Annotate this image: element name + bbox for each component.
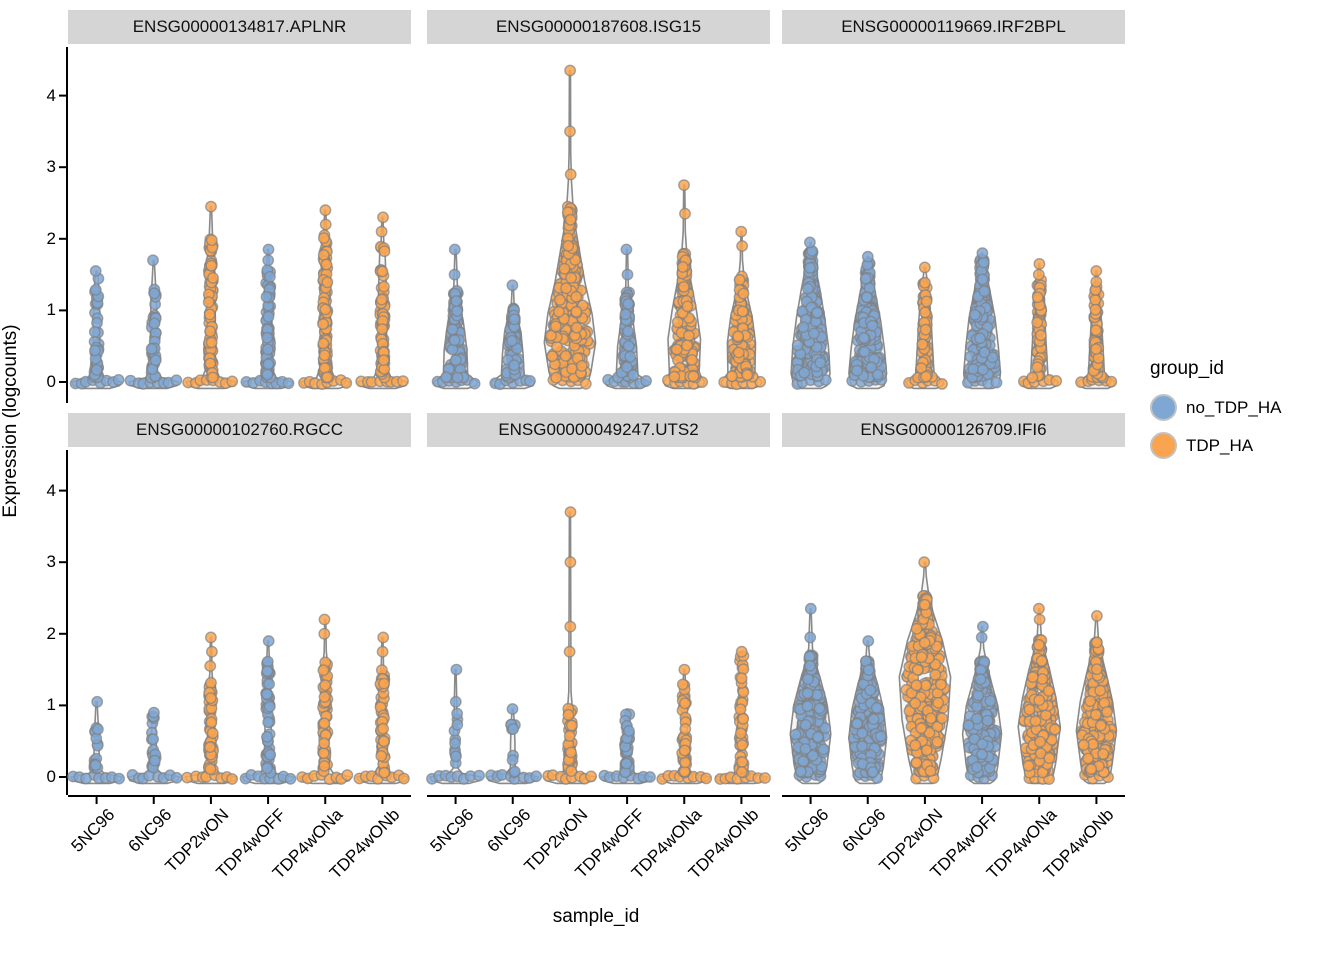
violin-TDP4wONb — [1075, 610, 1118, 785]
violin-6NC96 — [124, 254, 183, 390]
x-axis-title: sample_id — [552, 906, 640, 927]
violin-5NC96 — [69, 265, 125, 390]
y-tick-label: 2 — [46, 228, 56, 248]
violin-TDP4wONa — [298, 204, 353, 390]
y-axis-title: Expression (logcounts) — [0, 324, 21, 518]
legend-label: TDP_HA — [1186, 435, 1254, 455]
violin-6NC96 — [848, 635, 888, 785]
legend-item: TDP_HA — [1150, 432, 1340, 459]
violin-TDP4wONa — [1017, 602, 1062, 785]
violin-5NC96 — [789, 602, 832, 785]
y-tick-label: 4 — [46, 480, 56, 500]
y-tick-label: 2 — [46, 623, 56, 643]
facet-title: ENSG00000049247.UTS2 — [498, 420, 699, 439]
violin-TDP4wOFF — [602, 243, 652, 390]
violin-TDP4wONa — [662, 179, 708, 390]
violin-TDP4wONa — [296, 613, 354, 786]
violin-TDP4wONb — [718, 225, 767, 391]
facet-title: ENSG00000102760.RGCC — [136, 420, 343, 439]
y-tick-label: 0 — [46, 372, 56, 391]
facet-title: ENSG00000126709.IFI6 — [860, 420, 1047, 439]
facet-title: ENSG00000119669.IRF2BPL — [841, 17, 1066, 36]
facet-strip: ENSG00000119669.IRF2BPL — [782, 10, 1125, 44]
facet-strip: ENSG00000134817.APLNR — [68, 10, 411, 44]
violin-6NC96 — [126, 706, 183, 785]
legend-items: no_TDP_HA TDP_HA — [1150, 394, 1340, 459]
legend: group_id no_TDP_HA TDP_HA — [1150, 358, 1340, 470]
y-tick-label: 1 — [46, 300, 56, 320]
violin-TDP4wOFF — [240, 243, 295, 390]
violin-TDP4wOFF — [962, 247, 1003, 390]
y-tick-label: 0 — [46, 767, 56, 786]
legend-title: group_id — [1150, 358, 1224, 379]
legend-swatch-icon — [1150, 394, 1177, 421]
y-tick-label: 3 — [46, 552, 56, 572]
violin-TDP4wOFF — [598, 708, 656, 785]
legend-swatch-icon — [1150, 432, 1177, 459]
violin-TDP2wON — [903, 261, 948, 390]
facet-strip: ENSG00000126709.IFI6 — [782, 413, 1125, 447]
y-tick-label: 3 — [46, 157, 56, 177]
violin-TDP2wON — [181, 631, 239, 785]
violin-6NC96 — [489, 279, 536, 391]
violin-TDP4wONb — [1075, 265, 1118, 390]
violin-5NC96 — [431, 243, 481, 390]
legend-item: no_TDP_HA — [1150, 394, 1340, 421]
violin-TDP4wONb — [714, 645, 771, 785]
violin-TDP2wON — [542, 506, 597, 785]
violin-TDP2wON — [898, 556, 952, 785]
violin-TDP2wON — [543, 64, 597, 390]
violin-TDP2wON — [182, 200, 239, 390]
violin-6NC96 — [846, 250, 888, 390]
violin-TDP4wOFF — [961, 620, 1003, 785]
facet-strip: ENSG00000187608.ISG15 — [427, 10, 770, 44]
facet-title: ENSG00000134817.APLNR — [132, 17, 347, 36]
violin-6NC96 — [485, 703, 543, 785]
violin-TDP4wONb — [355, 211, 409, 390]
violin-5NC96 — [426, 663, 485, 785]
y-tick-label: 4 — [46, 85, 56, 105]
violin-TDP4wONa — [1018, 257, 1063, 390]
legend-label: no_TDP_HA — [1186, 397, 1282, 417]
violin-5NC96 — [790, 236, 832, 390]
facet-strip: ENSG00000102760.RGCC — [68, 413, 411, 447]
y-tick-label: 1 — [46, 695, 56, 715]
violin-TDP4wONb — [353, 631, 410, 785]
violin-TDP4wONa — [656, 663, 713, 785]
facet-title: ENSG00000187608.ISG15 — [495, 17, 702, 36]
facet-strip: ENSG00000049247.UTS2 — [427, 413, 770, 447]
violin-TDP4wOFF — [239, 635, 297, 785]
violin-5NC96 — [67, 695, 126, 785]
